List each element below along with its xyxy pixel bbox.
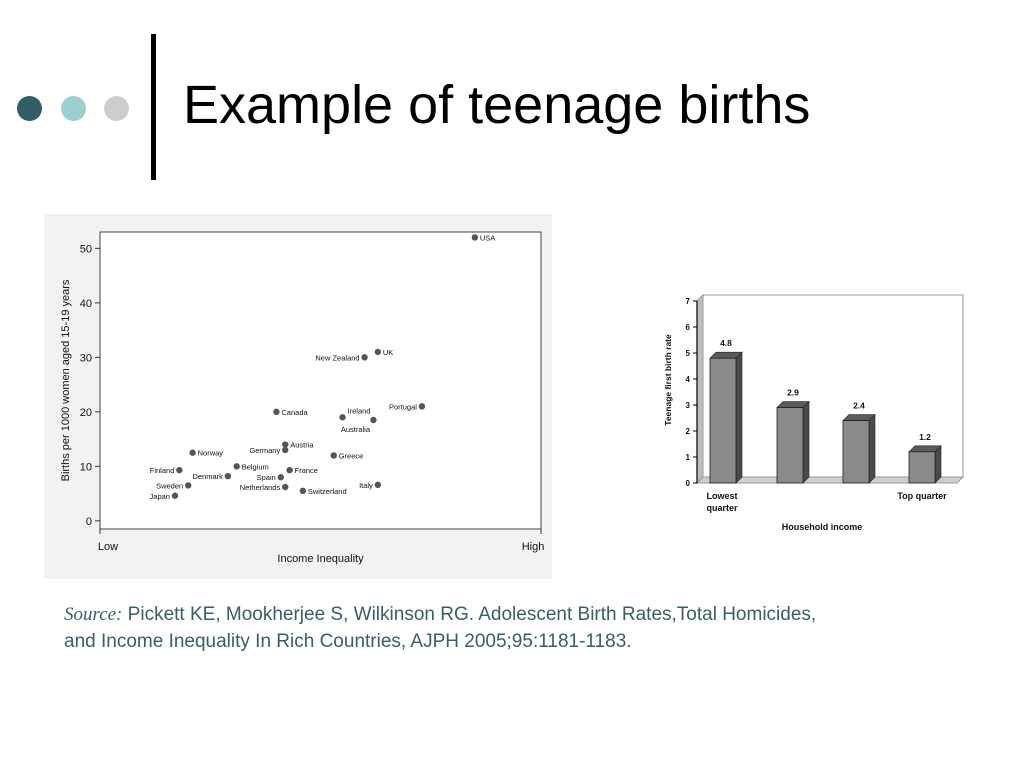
point-label: Denmark — [192, 472, 223, 481]
bar-data-label: 4.8 — [720, 338, 732, 348]
x-tick-label: Low — [98, 541, 118, 553]
point-label: Portugal — [389, 402, 417, 411]
bar-top — [842, 414, 876, 421]
scatter-point — [471, 234, 479, 241]
slide-title: Example of teenage births — [183, 75, 811, 135]
y-tick-label: 1 — [686, 453, 691, 462]
bar — [776, 407, 804, 484]
bullet-dot-3 — [104, 96, 129, 121]
bar-data-label: 1.2 — [919, 432, 931, 442]
bar-data-label: 2.4 — [853, 401, 865, 411]
point-label: Belgium — [242, 462, 269, 471]
y-tick-label: 3 — [686, 401, 691, 410]
scatter-point — [176, 466, 183, 474]
title-divider — [151, 34, 156, 180]
point-label: Netherlands — [240, 483, 281, 492]
bar-side — [802, 400, 810, 484]
point-label: Finland — [150, 466, 175, 475]
bar-top — [908, 445, 942, 453]
bar — [842, 420, 870, 484]
source-text: Pickett KE, Mookherjee S, Wilkinson RG. … — [64, 604, 817, 652]
scatter-point — [273, 408, 280, 416]
point-label: Australia — [341, 425, 371, 434]
bullet-dot-1 — [17, 96, 42, 121]
scatter-point — [282, 441, 289, 448]
source-label: Source: — [64, 604, 123, 625]
scatter-point — [374, 348, 382, 356]
y-tick-label: 0 — [86, 516, 92, 528]
x-axis-label: Household income — [782, 522, 863, 532]
scatter-point — [339, 414, 346, 421]
y-tick-label: 0 — [686, 479, 691, 488]
point-label: Ireland — [348, 406, 371, 415]
bar — [908, 451, 936, 484]
y-tick-label: 5 — [686, 349, 691, 358]
plot-area — [99, 231, 542, 530]
bar-side — [868, 413, 876, 484]
point-label: Sweden — [156, 481, 183, 490]
point-label: UK — [383, 348, 393, 357]
y-axis-label: Teenage first birth rate — [663, 334, 673, 426]
y-tick-label: 30 — [80, 352, 92, 364]
scatter-point — [370, 416, 377, 424]
scatter-point — [374, 481, 382, 489]
y-tick-label: 20 — [80, 407, 92, 419]
scatter-point — [286, 466, 293, 474]
point-label: Norway — [198, 449, 224, 458]
side-wall — [696, 293, 704, 485]
bullet-dot-2 — [61, 96, 86, 121]
point-label: Greece — [339, 451, 364, 460]
x-category-label: Lowest quarter — [706, 491, 738, 513]
scatter-point — [282, 446, 289, 454]
bar-side — [934, 445, 942, 484]
point-label: France — [295, 466, 318, 475]
bar-chart-panel: 0 1 2 3 4 5 6 7 4.8 2.9 2.4 1.2 Lowest quarter Top qua… — [660, 293, 970, 543]
scatter-point — [233, 463, 240, 470]
bar-data-label: 2.9 — [787, 388, 799, 398]
y-tick-label: 6 — [686, 323, 691, 332]
y-tick-label: 4 — [686, 375, 691, 384]
point-label: New Zealand — [315, 353, 359, 362]
scatter-point — [330, 452, 337, 459]
x-tick-label: High — [522, 541, 545, 553]
point-label: Italy — [359, 481, 373, 490]
scatter-point — [282, 483, 289, 491]
scatter-point — [189, 449, 196, 456]
point-label: USA — [480, 233, 495, 242]
bar-side — [735, 351, 743, 484]
scatter-point — [418, 403, 426, 410]
point-label: Austria — [290, 441, 314, 450]
scatter-point — [171, 492, 179, 499]
y-tick-label: 7 — [686, 297, 691, 306]
point-label: Spain — [257, 473, 276, 482]
scatter-point — [361, 354, 368, 361]
point-label: Canada — [281, 408, 308, 417]
y-axis-label: Births per 1000 women aged 15-19 years — [60, 279, 72, 481]
y-tick-label: 2 — [686, 427, 691, 436]
scatter-chart-panel: 0 10 20 30 40 50 Low High Income Inequality Birth… — [44, 214, 552, 579]
point-label: Japan — [150, 492, 170, 501]
bar-top — [709, 351, 743, 359]
scatter-point — [224, 472, 232, 480]
bar-chart: 0 1 2 3 4 5 6 7 4.8 2.9 2.4 1.2 Lowest quarter Top qua… — [663, 293, 965, 532]
point-label: Switzerland — [308, 487, 347, 496]
scatter-point — [277, 474, 285, 481]
x-category-label: Top quarter — [897, 491, 947, 501]
scatter-point — [185, 482, 192, 489]
y-tick-label: 10 — [80, 461, 92, 473]
point-label: Germany — [249, 446, 280, 455]
scatter-point — [299, 487, 307, 495]
y-tick-label: 40 — [80, 298, 92, 310]
y-tick-label: 50 — [80, 243, 92, 255]
bar-top — [776, 401, 810, 408]
scatter-chart: 0 10 20 30 40 50 Low High Income Inequality Birth… — [60, 231, 545, 565]
source-citation: Source: Pickett KE, Mookherjee S, Wilkin… — [64, 601, 824, 655]
bar — [709, 357, 737, 484]
x-axis-label: Income Inequality — [277, 553, 364, 565]
